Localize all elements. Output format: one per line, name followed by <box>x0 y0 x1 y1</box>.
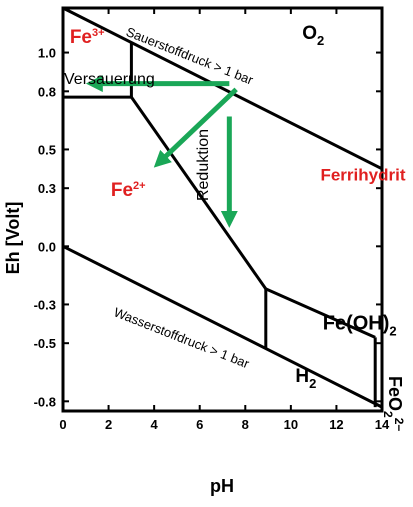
region-label-text: Fe <box>111 180 133 201</box>
region-label-text: Fe <box>70 27 92 48</box>
x-tick-label: 10 <box>284 417 298 432</box>
y-tick-label: 0.5 <box>38 142 56 157</box>
boundary-line-4 <box>130 96 268 290</box>
y-tick-label: 0.0 <box>38 239 56 254</box>
region-label-5: H2 <box>295 366 316 391</box>
region-label-1: O2 <box>302 23 324 48</box>
region-label-sub: 2 <box>309 376 316 391</box>
annotation-versauerung: Versauerung <box>64 71 155 88</box>
y-tick-label: 1.0 <box>38 46 56 61</box>
region-label-feo2: FeO22− <box>381 376 406 431</box>
y-tick-label: 0.8 <box>38 84 56 99</box>
region-label-text: Ferrihydrit <box>320 165 405 184</box>
region-label-sub: 2 <box>389 324 396 339</box>
y-tick-label: -0.3 <box>34 297 56 312</box>
boundary-line-0 <box>62 6 383 171</box>
axis-ticks: 0 2 4 6 8 10 12 14 1.0 0.8 0.5 0.3 0.0 -0.3 -0.5 -0.8 <box>34 8 390 432</box>
x-tick-label: 0 <box>59 417 66 432</box>
region-label-sup: 2+ <box>133 180 146 192</box>
x-tick-label: 14 <box>375 417 390 432</box>
x-tick-label: 6 <box>196 417 203 432</box>
y-tick-label: -0.8 <box>34 394 56 409</box>
plot-frame <box>61 6 384 413</box>
y-tick-label: -0.5 <box>34 336 56 351</box>
x-axis-title: pH <box>210 476 234 496</box>
region-label-text: H <box>295 366 309 387</box>
annotation-reduktion: Reduktion <box>195 129 212 201</box>
region-label-3: Ferrihydrit <box>320 165 405 184</box>
region-label-2: Fe2+ <box>111 180 146 201</box>
region-label-text: O <box>302 23 317 44</box>
y-axis-title: Eh [Volt] <box>3 202 23 275</box>
region-label-sup: 3+ <box>92 27 105 39</box>
green-arrows <box>85 75 238 228</box>
boundary-line-1 <box>62 244 383 409</box>
region-label-0: Fe3+ <box>70 27 105 48</box>
region-label-sub: 2 <box>317 33 324 48</box>
region-label-4: Fe(OH)2 <box>323 313 397 339</box>
region-label-text: Fe(OH) <box>323 313 390 335</box>
x-tick-label: 4 <box>151 417 159 432</box>
annotation-wasserstoff: Wasserstoffdruck > 1 bar <box>112 304 252 371</box>
x-tick-label: 12 <box>329 417 343 432</box>
x-tick-label: 2 <box>105 417 112 432</box>
x-tick-label: 8 <box>242 417 249 432</box>
arrow-diagonal <box>153 87 238 168</box>
boundary-lines <box>62 6 383 409</box>
boundary-line-6 <box>265 287 376 339</box>
y-tick-label: 0.3 <box>38 181 56 196</box>
